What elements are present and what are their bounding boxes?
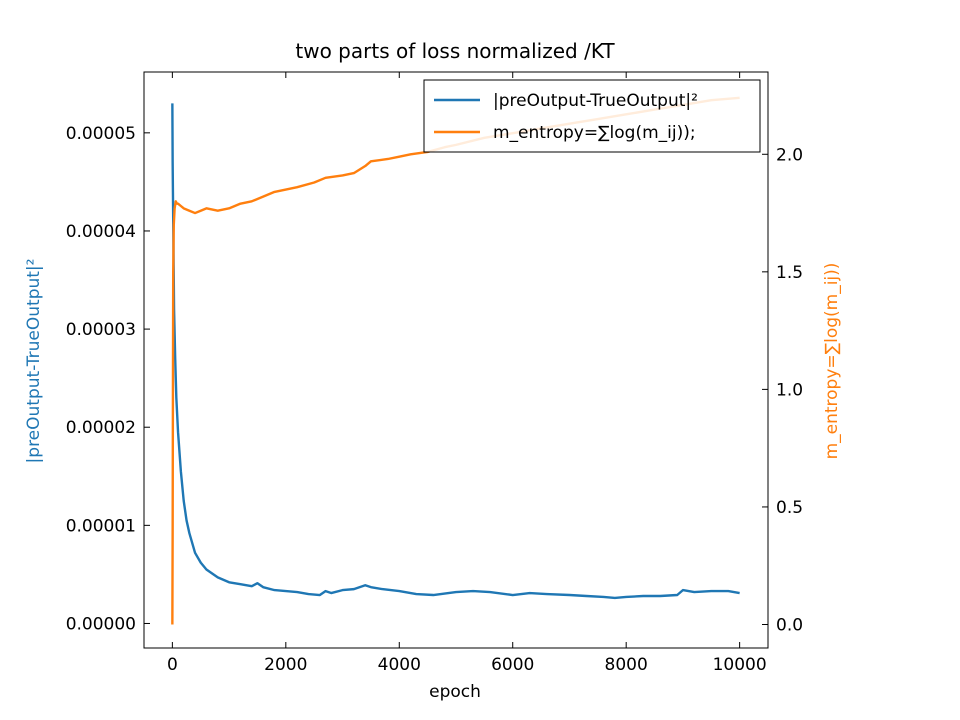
y-tick-label-left: 0.00001 bbox=[66, 516, 136, 536]
legend: |preOutput-TrueOutput|² m_entropy=∑log(m… bbox=[423, 79, 761, 153]
x-tick-label: 4000 bbox=[378, 655, 421, 675]
legend-label-right-series: m_entropy=∑log(m_ij)); bbox=[493, 123, 696, 143]
chart-title: two parts of loss normalized /KT bbox=[295, 39, 615, 63]
series-group bbox=[171, 96, 740, 625]
plot-area bbox=[171, 96, 740, 625]
y-axis-label-right: m_entropy=∑log(m_ij)) bbox=[822, 263, 842, 460]
x-tick-label: 10000 bbox=[713, 655, 767, 675]
y-tick-label-left: 0.00002 bbox=[66, 418, 136, 438]
y-axis-ticks-left: 0.00000 0.00001 0.00002 0.00003 0.00004 0.000… bbox=[66, 124, 150, 634]
y-tick-label-left: 0.00005 bbox=[66, 124, 136, 144]
y-tick-label-left: 0.00003 bbox=[66, 320, 136, 340]
series-line-left bbox=[171, 103, 740, 600]
y-tick-label-left: 0.00000 bbox=[66, 614, 136, 634]
x-tick-label: 8000 bbox=[605, 655, 648, 675]
x-tick-label: 6000 bbox=[491, 655, 534, 675]
plot-frame bbox=[143, 71, 769, 649]
legend-label-left-series: |preOutput-TrueOutput|² bbox=[493, 91, 698, 111]
y-tick-label-right: 2.0 bbox=[776, 145, 803, 165]
y-tick-label-right: 0.5 bbox=[776, 498, 803, 518]
x-tick-label: 0 bbox=[167, 655, 178, 675]
y-tick-label-right: 1.0 bbox=[776, 380, 803, 400]
legend-box bbox=[423, 79, 761, 153]
y-axis-ticks-right: 0.0 0.5 1.0 1.5 2.0 bbox=[762, 145, 803, 635]
y-tick-label-right: 1.5 bbox=[776, 263, 803, 283]
x-tick-label: 2000 bbox=[264, 655, 307, 675]
x-axis-label: epoch bbox=[429, 682, 481, 702]
series-line-right bbox=[171, 96, 740, 625]
y-tick-label-left: 0.00004 bbox=[66, 222, 136, 242]
x-axis-ticks: 0 2000 4000 6000 8000 10000 bbox=[167, 72, 767, 675]
y-tick-label-right: 0.0 bbox=[776, 615, 803, 635]
y-axis-label-left: |preOutput-TrueOutput|² bbox=[24, 259, 44, 464]
